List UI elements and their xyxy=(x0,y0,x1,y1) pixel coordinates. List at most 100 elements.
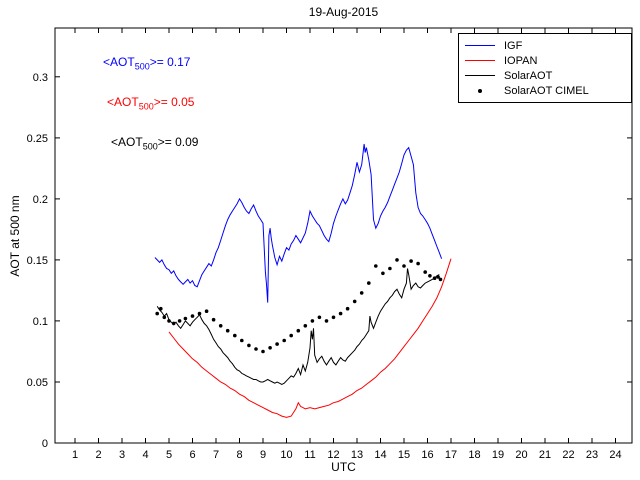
x-tick-label: 3 xyxy=(119,449,125,461)
scatter-point xyxy=(268,346,272,350)
legend-item: SolarAOT CIMEL xyxy=(465,84,623,97)
scatter-point xyxy=(183,316,188,321)
x-axis-label: UTC xyxy=(331,460,356,474)
legend-dot-swatch-cimel xyxy=(465,88,499,93)
series-line xyxy=(156,268,440,385)
mean-aot-annotation-iopan: <AOT500>= 0.05 xyxy=(107,95,194,111)
scatter-point xyxy=(428,274,432,278)
legend-item: IGF xyxy=(465,39,623,52)
scatter-point xyxy=(317,315,322,320)
x-tick-label: 14 xyxy=(374,449,386,461)
x-tick-label: 22 xyxy=(562,449,574,461)
x-tick-label: 23 xyxy=(586,449,598,461)
x-tick-label: 10 xyxy=(280,449,292,461)
scatter-point xyxy=(211,317,216,322)
legend-label: IOPAN xyxy=(504,54,538,67)
scatter-point xyxy=(359,291,364,295)
plot-box xyxy=(54,27,633,444)
scatter-point xyxy=(296,328,301,333)
legend-line-swatch-solaraot xyxy=(465,75,499,76)
y-tick-label: 0 xyxy=(42,438,48,450)
scatter-point xyxy=(436,275,440,279)
scatter-point xyxy=(171,321,176,326)
x-tick-label: 16 xyxy=(421,449,433,461)
scatter-point xyxy=(352,299,357,304)
scatter-point xyxy=(395,258,399,262)
x-tick-label: 21 xyxy=(539,449,551,461)
scatter-point xyxy=(345,306,350,311)
series-line xyxy=(154,143,443,303)
legend-item: SolarAOT xyxy=(465,69,623,82)
scatter-point xyxy=(275,342,279,346)
scatter-point xyxy=(233,333,237,338)
scatter-point xyxy=(303,324,308,328)
annotation-text: >= 0.05 xyxy=(153,95,195,109)
x-tick-label: 24 xyxy=(609,449,621,461)
legend-line-swatch-iopan xyxy=(465,60,499,61)
scatter-point xyxy=(155,311,159,316)
x-tick-label: 11 xyxy=(304,449,315,461)
legend-line-swatch-igf xyxy=(465,45,499,46)
legend: IGF IOPAN SolarAOT SolarAOT CIMEL xyxy=(458,33,632,103)
y-tick-label: 0.25 xyxy=(27,133,48,145)
chart-title: 19-Aug-2015 xyxy=(308,5,379,19)
scatter-point xyxy=(225,328,230,333)
scatter-point xyxy=(177,319,182,323)
legend-label: SolarAOT xyxy=(504,69,553,82)
scatter-point xyxy=(388,266,392,271)
x-tick-label: 2 xyxy=(95,449,101,461)
scatter-point xyxy=(261,349,265,354)
x-tick-label: 5 xyxy=(166,449,172,461)
x-tick-label: 19 xyxy=(492,449,504,461)
x-tick-label: 18 xyxy=(468,449,480,461)
y-tick-label: 0.2 xyxy=(33,194,48,206)
x-tick-label: 4 xyxy=(142,449,148,461)
series-line xyxy=(168,258,452,418)
y-tick-label: 0.3 xyxy=(33,72,48,84)
legend-label: SolarAOT CIMEL xyxy=(504,84,589,97)
scatter-point xyxy=(423,270,428,274)
y-tick-label: 0.05 xyxy=(27,377,48,389)
scatter-point xyxy=(310,319,315,323)
scatter-point xyxy=(204,309,209,314)
legend-item: IOPAN xyxy=(465,54,623,67)
scatter-point xyxy=(162,315,167,320)
scatter-point xyxy=(409,259,413,263)
scatter-point xyxy=(331,315,336,320)
scatter-point xyxy=(381,271,385,276)
scatter-point xyxy=(416,261,420,266)
annotation-text: <AOT xyxy=(103,55,135,69)
mean-aot-annotation-solaraot: <AOT500>= 0.09 xyxy=(111,135,198,151)
annotation-text: <AOT xyxy=(111,135,143,149)
scatter-point xyxy=(197,311,202,316)
x-tick-label: 17 xyxy=(445,449,457,461)
x-tick-label: 15 xyxy=(398,449,410,461)
x-tick-label: 9 xyxy=(260,449,266,461)
legend-label: IGF xyxy=(504,39,523,52)
x-tick-label: 12 xyxy=(327,449,339,461)
y-tick-label: 0.15 xyxy=(27,255,48,267)
scatter-point xyxy=(190,314,195,318)
x-tick-label: 7 xyxy=(213,449,219,461)
scatter-point xyxy=(282,338,287,343)
scatter-point xyxy=(254,347,258,351)
annotation-text: >= 0.09 xyxy=(157,135,199,149)
mean-aot-annotation-igf: <AOT500>= 0.17 xyxy=(103,55,190,71)
annotation-text: <AOT xyxy=(107,95,139,109)
scatter-point xyxy=(218,324,223,328)
scatter-point xyxy=(402,264,406,268)
x-tick-label: 6 xyxy=(189,449,195,461)
x-tick-label: 20 xyxy=(515,449,527,461)
scatter-point xyxy=(438,277,443,282)
scatter-point xyxy=(240,338,244,343)
scatter-point xyxy=(289,333,294,338)
scatter-point xyxy=(374,264,378,268)
x-tick-label: 13 xyxy=(351,449,363,461)
annotation-subscript: 500 xyxy=(134,61,150,72)
scatter-point xyxy=(432,276,437,281)
annotation-text: >= 0.17 xyxy=(149,55,191,69)
scatter-point xyxy=(159,306,163,311)
scatter-point xyxy=(338,311,343,316)
scatter-point xyxy=(247,343,251,348)
